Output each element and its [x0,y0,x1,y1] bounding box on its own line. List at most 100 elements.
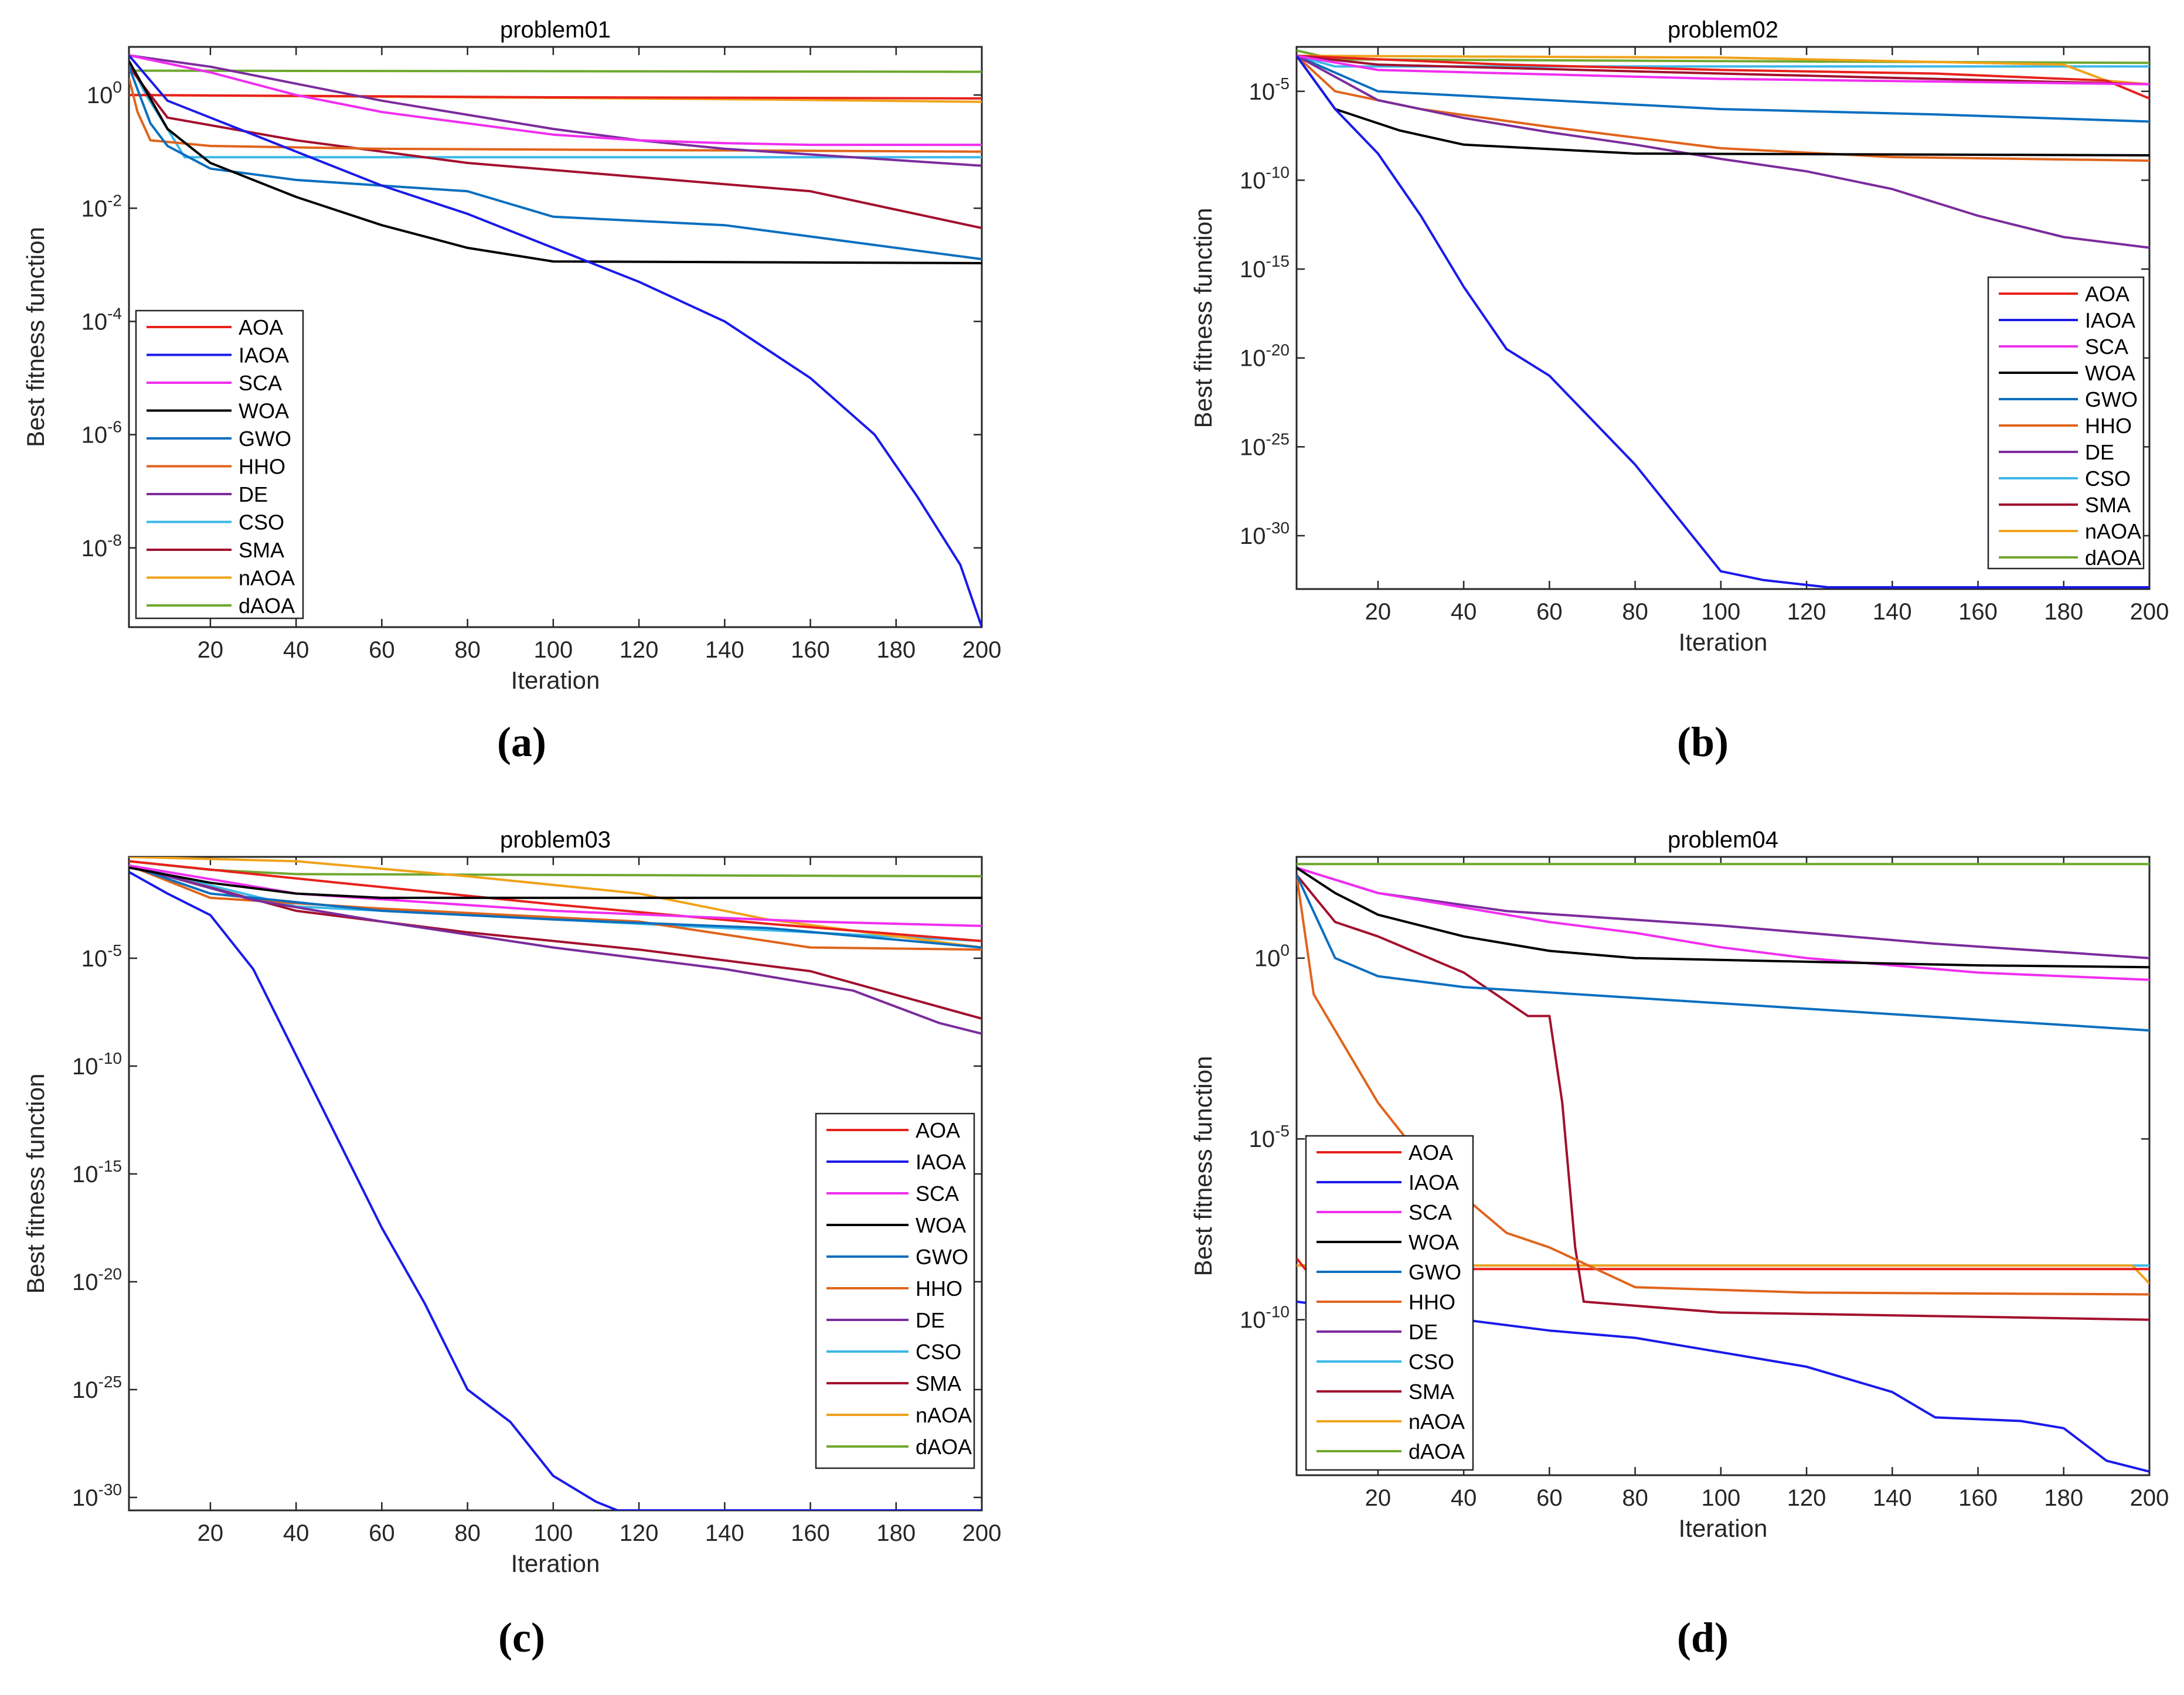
x-tick-label: 60 [369,637,395,663]
legend-label-iaoa: IAOA [1409,1170,1459,1194]
legend-label-sma: SMA [2085,493,2131,517]
x-tick-label: 120 [620,637,659,663]
series-line-de [129,864,982,1035]
x-tick-label: 40 [283,1520,309,1546]
legend-label-aoa: AOA [239,315,283,339]
series-line-iaoa [129,55,982,627]
x-tick-label: 80 [1622,599,1648,625]
y-tick-label: 10-25 [72,1373,122,1403]
legend-box [1987,276,2145,570]
legend-label-daoa: dAOA [2085,546,2141,570]
series-line-aoa [129,94,982,100]
y-tick-label: 10-5 [1249,74,1290,105]
legend-label-aoa: AOA [916,1118,960,1142]
legend-label-naoa: nAOA [239,566,295,590]
legend-label-daoa: dAOA [239,594,295,618]
series-line-woa [129,60,982,264]
x-tick-label: 200 [962,1520,1002,1546]
y-tick-label: 10-25 [1240,430,1290,460]
series-line-de [129,54,982,167]
panel-d: problem04 20 40 60 80 100 120 140 160 180 200 100 10… [1189,827,2169,1661]
y-tick-label: 10-6 [81,418,122,448]
chart-title: problem01 [500,17,611,43]
series-line-sca [129,54,982,147]
legend-label-naoa: nAOA [2085,519,2141,543]
panel-b: problem02 20 40 60 80 100 120 140 160 180 200 10-5 1… [1189,17,2169,765]
legend-box [135,309,304,620]
series-line-gwo [1297,55,2149,123]
y-tick-label: 10-20 [1240,341,1290,372]
legend-label-hho: HHO [916,1277,962,1301]
series-line-sma [129,66,982,230]
y-tick-label: 10-4 [81,304,122,335]
series-line-sca [1297,55,2149,86]
x-tick-label: 200 [2130,1485,2169,1511]
legend-label-woa: WOA [916,1213,966,1237]
legend-label-gwo: GWO [1409,1260,1461,1284]
legend-label-naoa: nAOA [1409,1410,1465,1434]
y-tick-label: 10-8 [81,531,122,561]
series-line-woa [129,866,982,899]
x-axis-label: Iteration [1679,1514,1768,1542]
legend-label-de: DE [2085,440,2114,464]
x-tick-label: 120 [1787,1485,1826,1511]
x-tick-label: 120 [620,1520,659,1546]
legend-label-de: DE [1409,1320,1438,1344]
x-tick-label: 180 [2044,599,2083,625]
legend-label-sma: SMA [1409,1380,1454,1404]
legend-label-hho: HHO [239,455,285,479]
x-tick-label: 100 [533,1520,573,1546]
series-line-daoa [129,69,982,73]
x-tick-label: 140 [1873,599,1912,625]
x-tick-label: 20 [1365,1485,1392,1511]
panel-caption: (c) [498,1614,545,1661]
legend-label-gwo: GWO [2085,387,2138,411]
legend-label-cso: CSO [1409,1350,1454,1374]
panel-caption: (a) [497,719,546,765]
x-tick-label: 160 [791,1520,830,1546]
y-tick-label: 10-15 [72,1157,122,1187]
legend-label-daoa: dAOA [916,1435,972,1459]
series-line-aoa [1297,1257,2149,1271]
y-tick-label: 10-5 [81,941,122,972]
x-tick-label: 180 [2044,1485,2083,1511]
legend-label-aoa: AOA [1409,1141,1453,1165]
series-line-gwo [129,864,982,949]
panel-caption: (d) [1677,1614,1729,1661]
legend-label-hho: HHO [1409,1290,1455,1314]
x-tick-label: 140 [705,1520,744,1546]
series-group [129,54,982,627]
legend-label-naoa: nAOA [916,1403,972,1427]
series-group [1297,49,2149,588]
chart-title: problem03 [500,827,611,853]
y-tick-label: 10-2 [81,191,122,222]
series-line-aoa [129,860,982,942]
series-line-sma [1297,874,2149,1321]
x-tick-label: 100 [1701,1485,1740,1511]
y-axis-label: Best fitness function [22,227,49,447]
series-line-sca [1297,866,2149,981]
x-tick-label: 80 [454,637,481,663]
x-tick-label: 200 [962,637,1002,663]
series-line-woa [1297,866,2149,969]
series-line-naoa [1297,55,2149,86]
legend-label-gwo: GWO [239,427,291,451]
legend-label-sma: SMA [916,1371,961,1396]
x-tick-label: 180 [876,637,916,663]
x-tick-label: 100 [1701,599,1740,625]
y-tick-label: 100 [1254,941,1290,972]
y-tick-label: 10-10 [1240,163,1290,193]
legend-label-iaoa: IAOA [2085,308,2135,332]
series-line-hho [1297,55,2149,162]
x-tick-label: 20 [198,637,224,663]
y-tick-label: 10-20 [72,1265,122,1295]
series-line-naoa [129,857,982,949]
panel-c: problem03 20 40 60 80 100 120 140 160 180 200 10-5 1… [22,827,1001,1661]
y-tick-label: 10-30 [1240,519,1290,549]
series-line-hho [129,77,982,153]
legend-label-iaoa: IAOA [916,1150,966,1174]
y-axis-label: Best fitness function [22,1074,49,1294]
x-tick-label: 40 [283,637,309,663]
legend-label-sca: SCA [2085,335,2128,359]
series-line-gwo [1297,874,2149,1032]
